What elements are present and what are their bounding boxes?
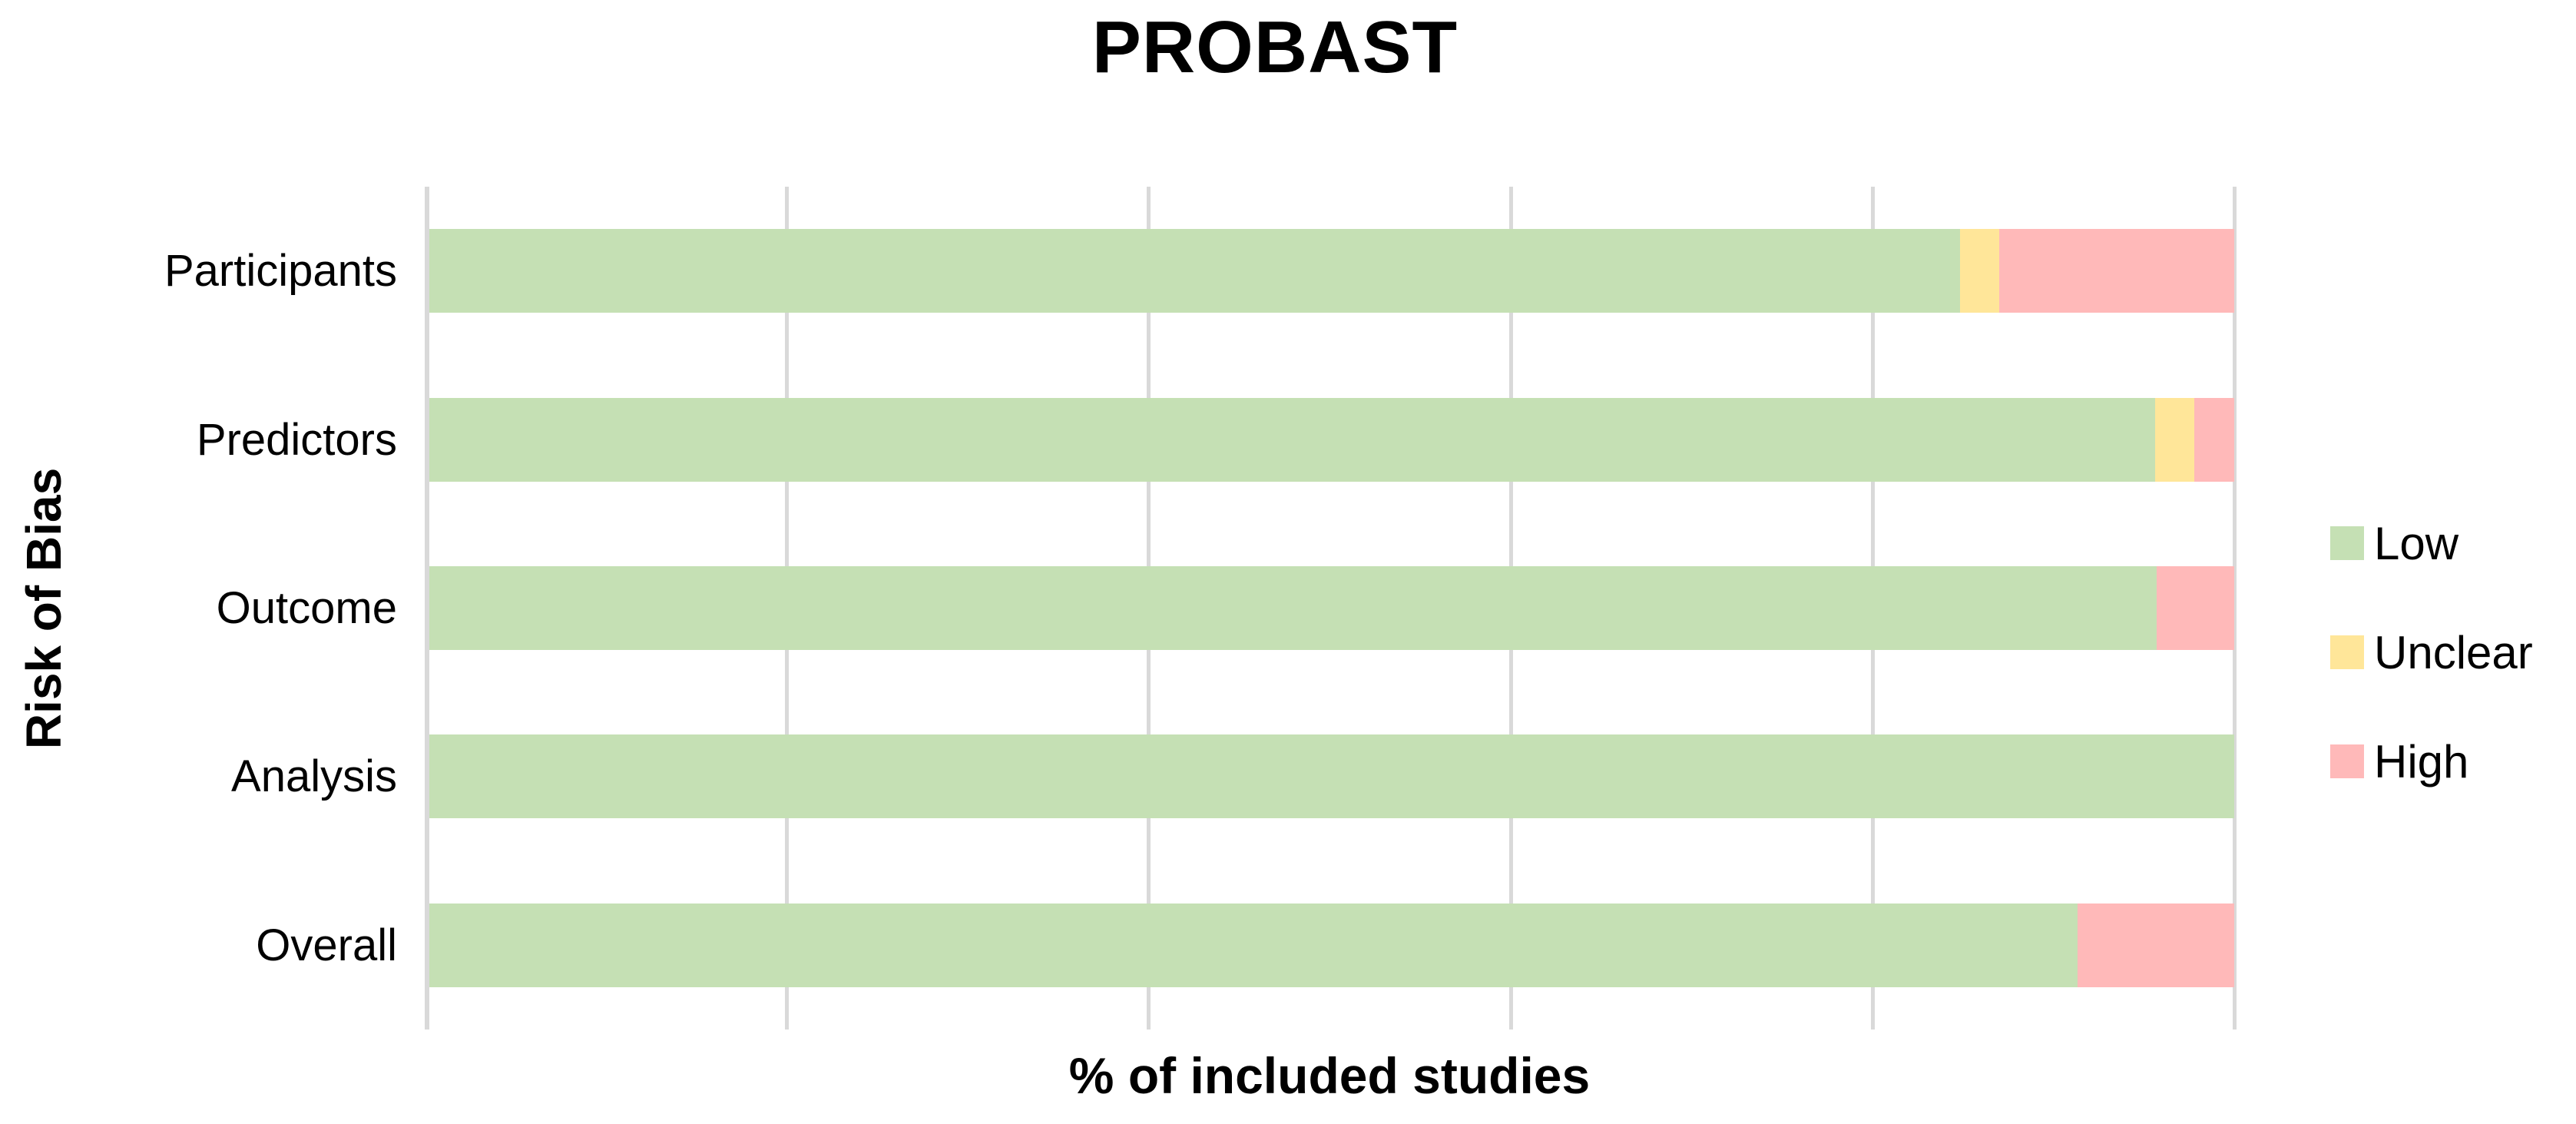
bar-row-outcome <box>429 524 2234 692</box>
segment-low-predictors <box>429 397 2155 482</box>
stacked-bar-predictors <box>429 397 2234 482</box>
category-label-analysis: Analysis <box>231 751 397 802</box>
category-label-predictors: Predictors <box>196 414 397 465</box>
legend-swatch-high <box>2330 744 2364 778</box>
legend-swatch-low <box>2330 526 2364 560</box>
stacked-bar-analysis <box>429 734 2234 819</box>
legend-label-unclear: Unclear <box>2374 626 2533 678</box>
bar-row-analysis <box>429 692 2234 860</box>
segment-low-outcome <box>429 566 2157 651</box>
bar-row-predictors <box>429 355 2234 523</box>
segment-high-outcome <box>2156 566 2234 651</box>
legend-item-unclear: Unclear <box>2330 625 2533 679</box>
stacked-bar-overall <box>429 903 2234 987</box>
legend-item-high: High <box>2330 734 2533 788</box>
plot-area <box>425 187 2237 1030</box>
category-label-participants: Participants <box>164 246 397 297</box>
bar-row-overall <box>429 861 2234 1030</box>
category-label-overall: Overall <box>256 920 397 970</box>
segment-unclear-predictors <box>2154 397 2195 482</box>
category-axis-labels: Participants Predictors Outcome Analysis Ove… <box>0 187 402 1030</box>
segment-unclear-participants <box>1959 229 2000 313</box>
chart-title: PROBAST <box>1091 6 1459 88</box>
gridline-100 <box>2233 187 2237 1030</box>
bars-container <box>429 187 2234 1030</box>
legend-label-low: Low <box>2374 517 2459 569</box>
segment-high-participants <box>1999 229 2234 313</box>
stacked-bar-participants <box>429 229 2234 313</box>
segment-low-participants <box>429 229 1960 313</box>
x-axis-title: % of included studies <box>1068 1047 1591 1104</box>
segment-high-overall <box>2077 903 2234 987</box>
category-axis-line <box>425 187 429 1030</box>
stacked-bar-outcome <box>429 566 2234 651</box>
legend-swatch-unclear <box>2330 635 2364 669</box>
legend: Low Unclear High <box>2330 516 2533 788</box>
segment-low-analysis <box>429 734 2234 819</box>
legend-item-low: Low <box>2330 516 2533 570</box>
legend-label-high: High <box>2374 735 2469 787</box>
segment-low-overall <box>429 903 2078 987</box>
bar-row-participants <box>429 187 2234 355</box>
segment-high-predictors <box>2194 397 2234 482</box>
category-label-outcome: Outcome <box>216 583 397 634</box>
